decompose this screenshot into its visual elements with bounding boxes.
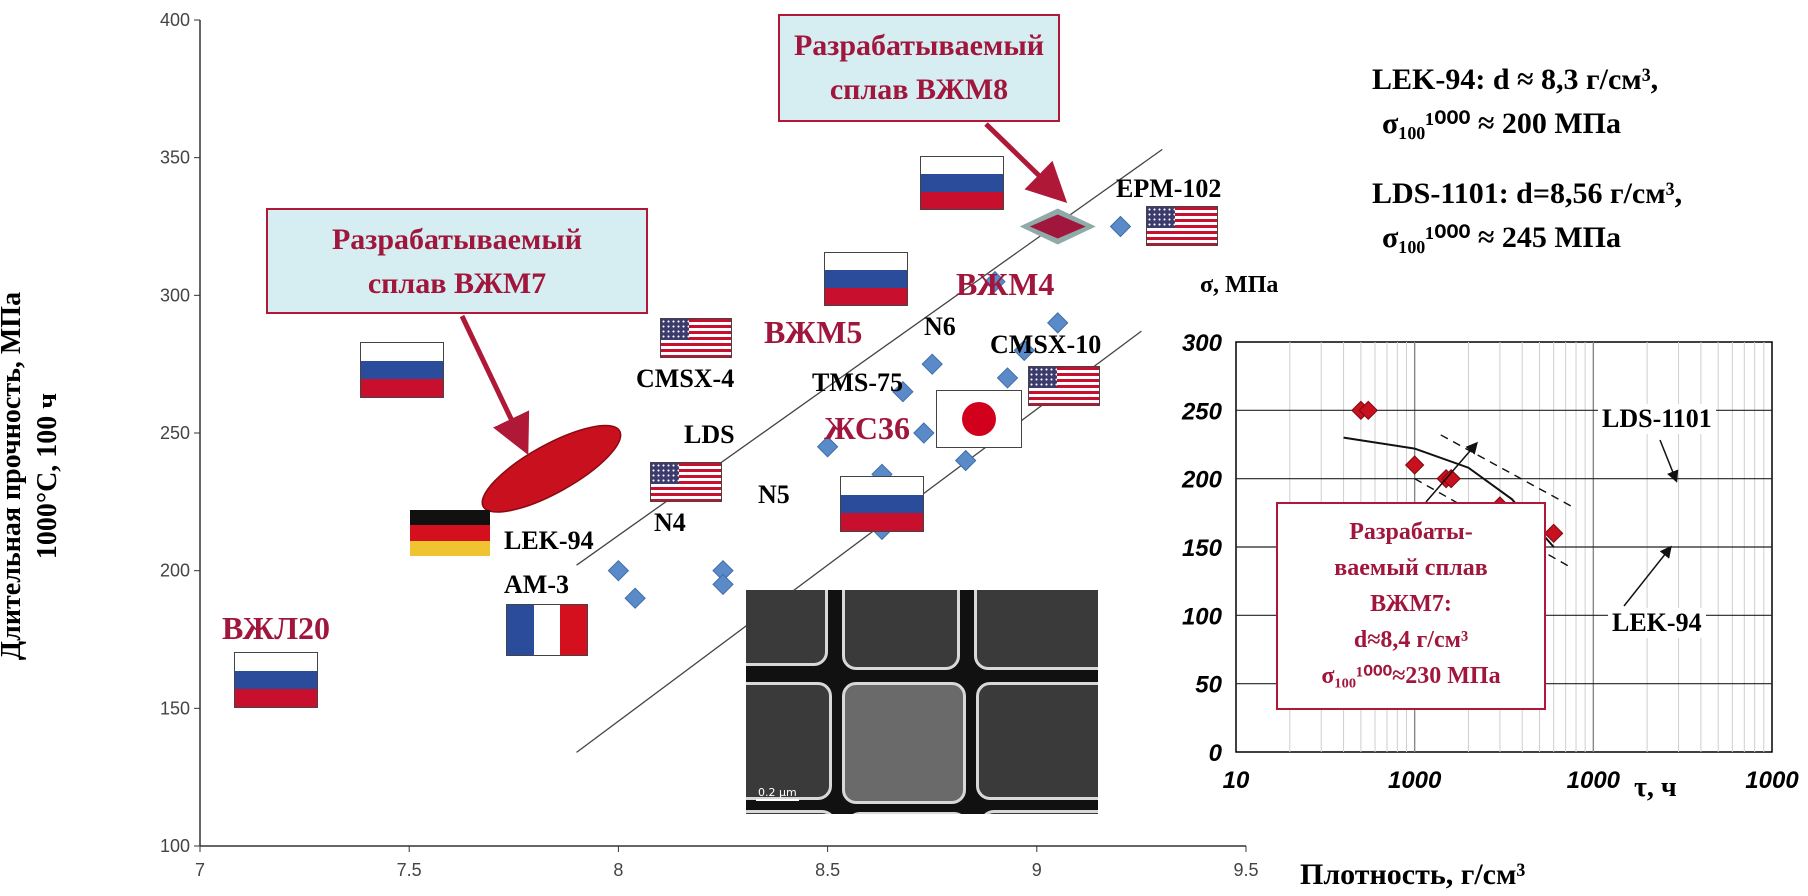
info-lek94-line2: σ₁₀₀¹⁰⁰⁰ ≈ 200 МПа [1382,107,1621,140]
flag-usa-icon [1146,206,1218,246]
label-vzhm5: ВЖМ5 [764,314,863,350]
callout-vzhm8-line1: Разрабатываемый [793,29,1045,62]
data-point [1047,312,1069,334]
callout-vzhm7-line2: сплав ВЖМ7 [367,267,547,300]
flag-usa-icon [1644,366,1716,406]
label-vzhm4: ВЖМ4 [956,266,1055,302]
label-lds: LDS [684,420,735,449]
label-n4: N4 [654,508,686,537]
flag-france-icon [506,604,588,656]
micrograph-image: 0.2 µm [746,590,1098,814]
data-point [913,422,935,444]
vzhm7-arrow [459,314,530,456]
vzhm8-arrow [984,122,1068,203]
info-lds1101: LDS-1101: d=8,56 г/см³, σ₁₀₀¹⁰⁰⁰ ≈ 245 М… [1372,172,1682,260]
label-lek94: LEK-94 [504,526,594,555]
inset-callout-vzhm7: Разрабаты- ваемый сплав ВЖМ7: d≈8,4 г/см… [1276,502,1546,710]
inset-callout-line4: d≈8,4 г/см³ [1353,627,1469,653]
data-point [892,380,914,403]
x-tick-label: 7 [195,860,205,880]
x-tick-label: 9.5 [1233,860,1258,880]
y-tick-label: 300 [160,285,190,305]
inset-annotation-lds1101: LDS-1101 [1598,404,1716,434]
data-point [712,573,734,596]
x-tick-label: 7.5 [397,860,422,880]
flag-russia-icon [360,342,444,398]
x-tick-label: 9 [1032,860,1042,880]
data-point [996,367,1019,389]
info-lek94: LEK-94: d ≈ 8,3 г/см³, σ₁₀₀¹⁰⁰⁰ ≈ 200 МП… [1372,58,1658,146]
y-axis-title-line2: 1000°С, 100 ч [32,392,63,560]
label-zhs36: ЖС36 [824,410,910,446]
data-point [954,449,977,472]
y-tick-label: 250 [160,423,190,443]
data-point [624,587,646,609]
data-point [1013,339,1035,362]
callout-vzhm7-line1: Разрабатываемый [331,223,583,256]
label-n6: N6 [924,312,956,341]
flag-japan-icon [936,390,1022,448]
info-lds1101-line2: σ₁₀₀¹⁰⁰⁰ ≈ 245 МПа [1382,221,1621,254]
flag-russia-icon [920,156,1004,210]
label-am3: AM-3 [504,570,569,599]
callout-vzhm8: Разрабатываемый сплав ВЖМ8 [778,14,1060,122]
callout-vzhm7: Разрабатываемый сплав ВЖМ7 [266,208,648,314]
y-tick-label: 200 [160,561,190,581]
vzhm8-point [1029,214,1086,239]
inset-annotation-lek94: LEK-94 [1608,608,1706,638]
vzhm7-region [481,424,622,513]
label-epm102: EPM-102 [1116,174,1222,203]
callout-vzhm8-line2: сплав ВЖМ8 [829,73,1009,106]
inset-y-axis-title: σ, МПа [1200,272,1279,298]
data-point [607,559,630,582]
flag-russia-icon [824,252,908,306]
flag-germany-icon [410,510,490,556]
flag-russia-icon [234,652,318,708]
y-tick-label: 100 [160,836,190,856]
x-tick-label: 8 [613,860,623,880]
info-lds1101-line1: LDS-1101: d=8,56 г/см³, [1372,177,1683,210]
y-axis-title-line1: Длительная прочность, МПа [0,291,27,661]
inset-callout-line3: ВЖМ7: [1370,591,1452,617]
y-axis-title: Длительная прочность, МПа 1000°С, 100 ч [0,216,66,736]
label-tms75: TMS-75 [812,368,903,397]
y-tick-label: 400 [160,10,190,30]
label-vzhl20: ВЖЛ20 [222,610,331,646]
info-lek94-line1: LEK-94: d ≈ 8,3 г/см³, [1372,63,1659,96]
label-n5: N5 [758,480,790,509]
y-tick-label: 350 [160,148,190,168]
micrograph-scale-label: 0.2 µm [756,786,799,801]
x-axis-title: Плотность, г/см³ [1300,858,1526,891]
y-tick-label: 150 [160,698,190,718]
data-point [816,436,839,458]
data-point [1109,215,1132,238]
data-point [921,353,943,375]
flag-russia-icon [840,476,924,532]
label-cmsx10: CMSX-10 [990,330,1102,359]
x-tick-label: 8.5 [815,860,840,880]
label-cmsx4: CMSX-4 [636,364,735,393]
flag-germany-icon [1626,656,1706,702]
flag-usa-icon [660,318,732,358]
data-point [984,270,1006,293]
inset-callout-line5: σ₁₀₀¹⁰⁰⁰≈230 МПа [1321,663,1501,689]
inset-callout-line2: ваемый сплав [1334,555,1488,581]
inset-callout-line1: Разрабаты- [1349,519,1473,545]
flag-usa-icon [650,462,722,502]
inset-x-axis-title: τ, ч [1634,772,1677,803]
flag-usa-icon [1028,366,1100,406]
